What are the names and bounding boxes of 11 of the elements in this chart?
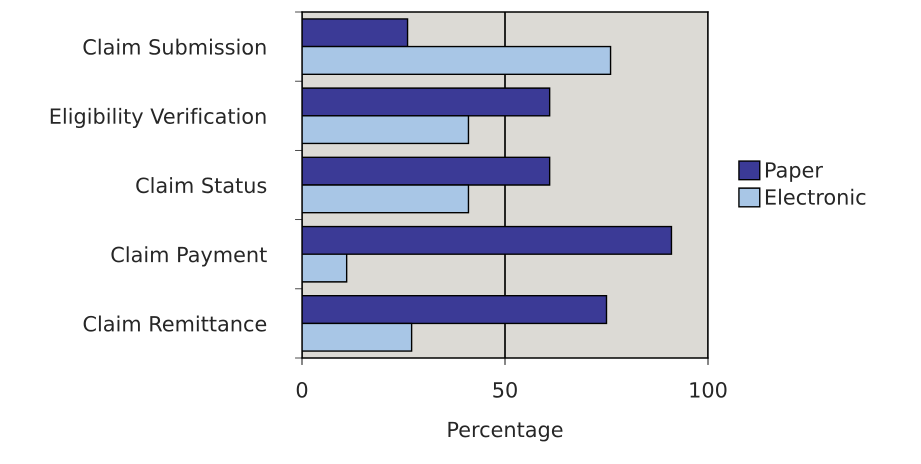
legend-label: Paper	[766, 162, 823, 182]
y-tick-label: Claim Submission	[83, 38, 266, 55]
legend-label: Electronic	[766, 188, 866, 205]
x-tick-label: 100	[690, 382, 726, 398]
x-tick-label: 0	[296, 382, 308, 398]
x-axis-title: Percentage	[448, 422, 562, 442]
y-tick-label: Claim Status	[136, 177, 266, 194]
y-tick-label: Claim Payment	[111, 246, 267, 266]
y-tick-label: Claim Remittance	[84, 315, 266, 332]
y-tick-label: Eligibility Verification	[50, 108, 266, 128]
x-tick-label: 50	[493, 382, 517, 398]
